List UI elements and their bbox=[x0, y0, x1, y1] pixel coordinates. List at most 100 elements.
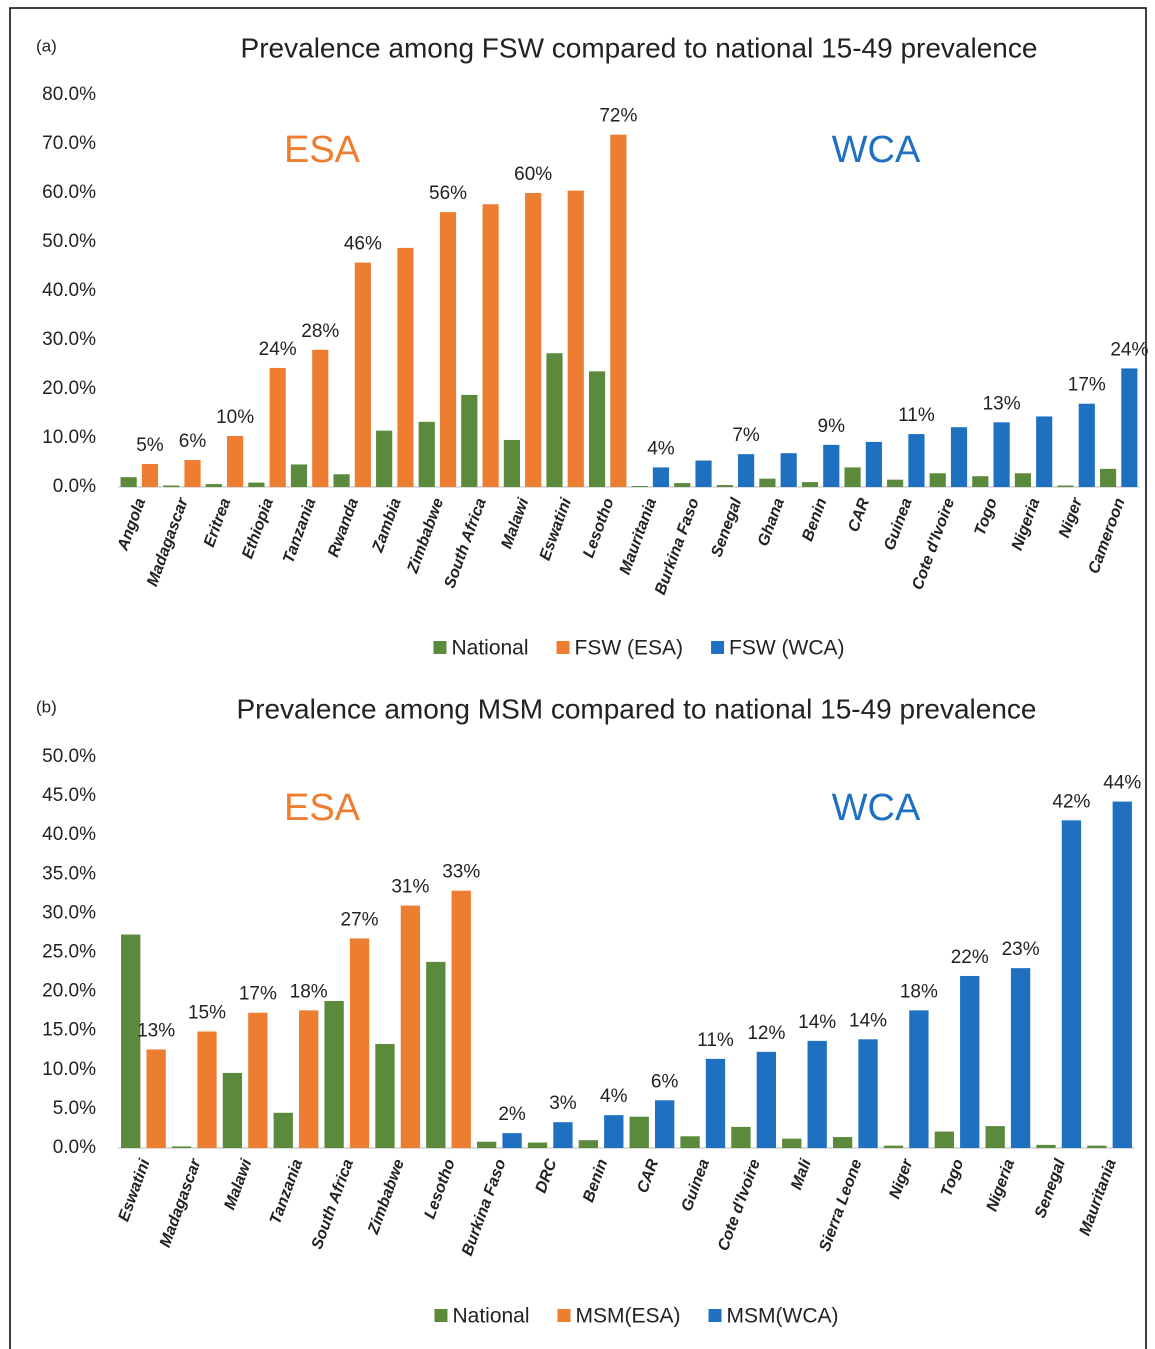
bar bbox=[652, 467, 670, 487]
bar bbox=[993, 422, 1010, 487]
x-tick-label: Tanzania bbox=[280, 496, 319, 566]
value-label: 31% bbox=[391, 877, 429, 898]
bar bbox=[400, 905, 421, 1148]
bar bbox=[553, 1122, 573, 1148]
bar bbox=[451, 890, 471, 1148]
bar bbox=[418, 421, 435, 487]
bar bbox=[610, 134, 627, 487]
x-tick-label: Eritrea bbox=[201, 496, 234, 550]
bar bbox=[1099, 468, 1117, 487]
value-label: 3% bbox=[549, 1093, 577, 1114]
value-label: 46% bbox=[344, 234, 382, 255]
x-tick-label: Nigeria bbox=[984, 1157, 1019, 1214]
x-tick-label: Senegal bbox=[708, 495, 745, 559]
value-label: 18% bbox=[290, 981, 328, 1002]
bar bbox=[477, 1141, 497, 1148]
bar bbox=[1087, 1145, 1107, 1148]
x-tick-label: Zambia bbox=[369, 496, 405, 555]
bar bbox=[1036, 416, 1053, 487]
bar bbox=[780, 453, 797, 487]
bar bbox=[908, 434, 925, 487]
bar bbox=[929, 473, 946, 487]
value-label: 28% bbox=[301, 321, 339, 342]
y-tick-label: 70.0% bbox=[42, 133, 96, 154]
bar bbox=[222, 1072, 243, 1148]
value-label: 2% bbox=[498, 1104, 526, 1125]
bar bbox=[376, 430, 393, 487]
x-tick-label: Nigeria bbox=[1009, 496, 1044, 553]
value-label: 4% bbox=[600, 1086, 628, 1107]
bar bbox=[756, 1051, 776, 1148]
bar bbox=[972, 476, 989, 487]
x-tick-label: Togo bbox=[938, 1157, 967, 1199]
y-tick-label: 5.0% bbox=[53, 1098, 96, 1119]
y-tick-label: 80.0% bbox=[42, 84, 96, 105]
bar bbox=[503, 439, 520, 487]
bar bbox=[205, 484, 222, 487]
bar bbox=[171, 1146, 192, 1148]
legend-label: National bbox=[451, 637, 528, 660]
legend: National MSM(ESA) MSM(WCA) bbox=[434, 1305, 839, 1328]
bar bbox=[909, 1010, 929, 1148]
bar bbox=[397, 247, 414, 487]
bar bbox=[502, 1133, 522, 1148]
bar bbox=[629, 1116, 649, 1148]
bar bbox=[680, 1136, 700, 1148]
x-tick-label: DRC bbox=[533, 1157, 561, 1196]
value-label: 17% bbox=[1068, 375, 1106, 396]
bar bbox=[121, 934, 141, 1148]
x-tick-label: Lesotho bbox=[580, 496, 617, 560]
bar bbox=[324, 1000, 344, 1148]
region-annotation: ESA bbox=[284, 787, 361, 829]
x-tick-label: Cote d'Ivoire bbox=[715, 1157, 764, 1253]
panel-label: (b) bbox=[36, 697, 57, 716]
value-label: 18% bbox=[900, 981, 938, 1002]
bar bbox=[654, 1100, 675, 1148]
bar bbox=[248, 1012, 268, 1148]
bar bbox=[141, 463, 159, 487]
panel-label: (a) bbox=[36, 36, 57, 55]
bar bbox=[1121, 368, 1138, 487]
value-label: 9% bbox=[818, 416, 846, 437]
x-tick-label: Cote d'Ivoire bbox=[909, 496, 958, 592]
legend-label: FSW (WCA) bbox=[729, 637, 844, 660]
x-tick-label: South Africa bbox=[309, 1157, 357, 1252]
bar bbox=[248, 482, 265, 487]
chart-title: Prevalence among MSM compared to nationa… bbox=[236, 693, 1036, 724]
bar bbox=[349, 938, 370, 1148]
figure-border bbox=[9, 7, 1147, 1349]
bar bbox=[731, 1126, 751, 1148]
x-tick-label: Madagascar bbox=[144, 495, 192, 588]
y-tick-label: 30.0% bbox=[42, 329, 96, 350]
value-label: 7% bbox=[732, 425, 760, 446]
x-tick-label: Mauritania bbox=[1076, 1157, 1119, 1238]
bar bbox=[146, 1049, 166, 1148]
bar bbox=[865, 441, 882, 487]
bar bbox=[716, 485, 733, 487]
bar bbox=[705, 1058, 726, 1148]
bar bbox=[120, 477, 137, 487]
bar bbox=[631, 486, 648, 487]
x-tick-label: Rwanda bbox=[325, 496, 362, 560]
value-label: 22% bbox=[951, 947, 989, 968]
x-tick-label: Zimbabwe bbox=[365, 1157, 408, 1237]
bar bbox=[801, 482, 819, 487]
bar bbox=[832, 1137, 853, 1148]
value-label: 4% bbox=[647, 438, 675, 459]
value-label: 56% bbox=[429, 183, 467, 204]
x-tick-label: South Africa bbox=[442, 496, 490, 591]
value-label: 42% bbox=[1052, 791, 1090, 812]
x-tick-label: Niger bbox=[1056, 495, 1086, 540]
x-tick-label: Cameroon bbox=[1086, 496, 1129, 576]
bar bbox=[985, 1126, 1005, 1148]
bar bbox=[375, 1043, 395, 1148]
value-label: 44% bbox=[1103, 773, 1141, 794]
x-tick-label: Senegal bbox=[1032, 1156, 1069, 1220]
value-label: 27% bbox=[341, 909, 379, 930]
y-tick-label: 10.0% bbox=[42, 1059, 96, 1080]
x-tick-label: Niger bbox=[886, 1156, 916, 1201]
value-label: 11% bbox=[898, 405, 935, 426]
legend-swatch bbox=[434, 1309, 448, 1322]
bar bbox=[858, 1039, 878, 1148]
